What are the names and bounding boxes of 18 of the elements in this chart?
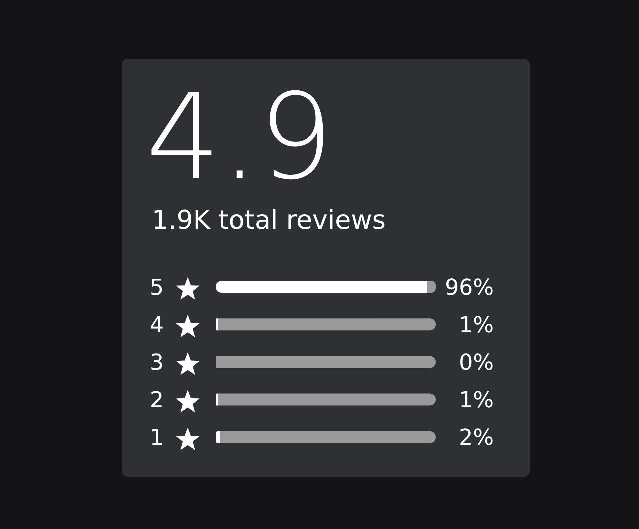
bar — [216, 356, 436, 368]
y-tick-label: 4 — [150, 313, 164, 338]
data-label: 96% — [445, 276, 494, 301]
chart-subtitle: 1.9K total reviews — [152, 205, 386, 238]
bar — [216, 281, 428, 293]
bar — [220, 431, 436, 444]
y-tick-label: 2 — [150, 388, 164, 414]
data-label: 2% — [459, 426, 494, 452]
y-tick-label: 5 — [150, 276, 164, 301]
data-label: 0% — [459, 351, 494, 376]
bar — [216, 431, 220, 444]
data-label: 1% — [459, 313, 494, 338]
bar — [218, 394, 436, 406]
bar — [218, 318, 436, 331]
data-label: 1% — [459, 388, 494, 414]
y-tick-label: 3 — [150, 351, 164, 376]
chart-title: 4.9 — [146, 68, 334, 206]
y-tick-label: 1 — [150, 426, 164, 452]
